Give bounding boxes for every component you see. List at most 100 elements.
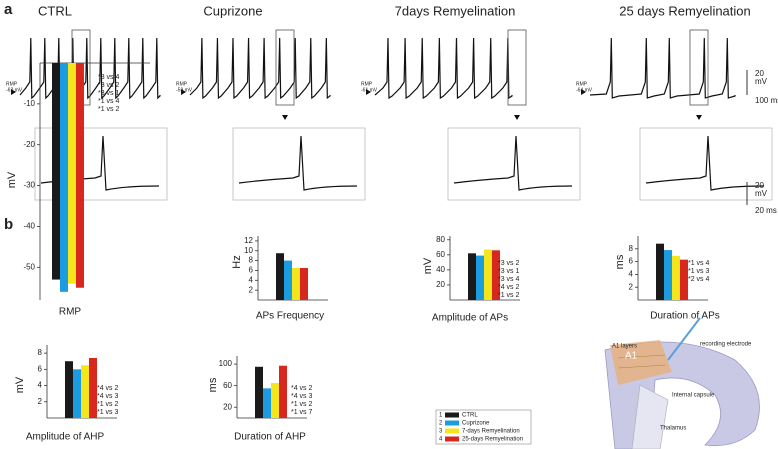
panel-label: b	[4, 216, 13, 233]
y-axis-label: ms	[614, 254, 626, 269]
bar	[300, 268, 308, 300]
rmp-label: RMP	[6, 81, 18, 87]
bar	[255, 366, 263, 418]
rmp-arrow	[11, 89, 16, 95]
bar	[271, 382, 279, 418]
trace-title: CTRL	[38, 3, 72, 18]
annotation: *1 vs 3	[97, 409, 119, 416]
annotation: *3 vs 2	[498, 260, 520, 267]
voltage-trace	[189, 37, 331, 100]
zoom-box	[689, 29, 709, 106]
annotation: *4 vs 3	[97, 393, 119, 400]
bar	[52, 63, 60, 280]
x-axis-label: RMP	[59, 307, 82, 318]
annotation: *3 vs 1	[498, 268, 520, 275]
bar	[468, 253, 476, 300]
y-tick-label: 8	[38, 348, 43, 357]
trace-title: 25 days Remyelination	[619, 3, 751, 18]
inset-trace	[645, 135, 765, 191]
rmp-label: RMP	[361, 81, 373, 87]
diagram-label: A1	[625, 351, 638, 362]
zoom-box	[507, 29, 527, 106]
voltage-trace	[19, 37, 161, 100]
legend-swatch	[445, 420, 459, 426]
x-axis-label: Duration of AHP	[234, 432, 306, 443]
y-tick-label: 12	[244, 236, 253, 245]
bar	[276, 253, 284, 300]
scale-label: 20	[755, 181, 764, 190]
legend-swatch	[445, 428, 459, 434]
y-tick-label: 2	[629, 282, 634, 291]
bar	[60, 63, 68, 292]
y-tick-label: 6	[38, 364, 43, 373]
annotation: *1 vs 7	[291, 409, 313, 416]
voltage-trace	[589, 37, 736, 99]
bar	[263, 388, 271, 418]
y-tick-label: -20	[23, 140, 35, 149]
legend-label: 25-days Remyelination	[462, 437, 523, 443]
voltage-trace	[374, 37, 513, 100]
zoom-box	[275, 29, 295, 106]
annotation: *4 vs 3	[291, 393, 313, 400]
bar	[81, 365, 89, 418]
bar	[68, 63, 76, 284]
rmp-label: -59 mV	[176, 87, 193, 93]
panel-label: a	[4, 1, 13, 18]
x-axis-label: Amplitude of APs	[432, 313, 508, 324]
bar	[279, 365, 287, 418]
rmp-arrow	[581, 89, 586, 95]
annotation: *3 vs 4	[498, 276, 520, 283]
annotation: *4 vs 2	[291, 385, 313, 392]
y-axis-label: Hz	[231, 255, 243, 268]
y-tick-label: 6	[629, 257, 634, 266]
legend-label: 7-days Remyelination	[462, 429, 520, 435]
bar	[680, 259, 688, 300]
y-tick-label: 4	[38, 381, 43, 390]
bar	[492, 250, 500, 300]
bar	[664, 250, 672, 300]
zoom-arrow	[696, 115, 702, 120]
y-tick-label: 4	[249, 275, 254, 284]
diagram-label: recording electrode	[700, 342, 752, 348]
inset-box	[34, 127, 168, 201]
rmp-label: RMP	[176, 81, 188, 87]
y-tick-label: 8	[629, 244, 634, 253]
rmp-arrow	[181, 89, 186, 95]
bar	[672, 255, 680, 300]
bar	[89, 357, 97, 418]
legend-number: 3	[439, 429, 443, 435]
zoom-arrow	[514, 115, 520, 120]
y-tick-label: 6	[249, 266, 254, 275]
trace-title: 7days Remyelination	[395, 3, 516, 18]
y-tick-label: 80	[436, 235, 445, 244]
bar	[656, 243, 664, 300]
x-axis-label: Amplitude of AHP	[26, 432, 105, 443]
brain-diagram	[604, 317, 760, 449]
scale-label: mV	[755, 77, 768, 86]
legend-number: 1	[439, 413, 443, 419]
bar	[476, 255, 484, 300]
y-tick-label: -10	[23, 99, 35, 108]
y-tick-label: 2	[249, 285, 254, 294]
bar	[73, 369, 81, 418]
trace-title: Cuprizone	[203, 3, 262, 18]
legend-swatch	[445, 412, 459, 418]
annotation: *1 vs 2	[291, 401, 313, 408]
legend-label: CTRL	[462, 413, 478, 419]
y-axis-label: mV	[14, 376, 26, 393]
annotation: *3 vs 1	[98, 90, 120, 97]
annotation: *1 vs 2	[98, 106, 120, 113]
zoom-arrow	[282, 115, 288, 120]
annotation: *4 vs 2	[498, 284, 520, 291]
y-tick-label: 2	[38, 397, 43, 406]
annotation: *1 vs 2	[97, 401, 119, 408]
y-tick-label: 100	[219, 359, 233, 368]
annotation: *2 vs 4	[688, 276, 710, 283]
inset-box	[639, 127, 773, 201]
diagram-label: Internal capsule	[672, 393, 715, 399]
y-tick-label: 4	[629, 270, 634, 279]
bar	[76, 63, 84, 288]
annotation: *1 vs 3	[688, 268, 710, 275]
inset-trace	[453, 135, 573, 191]
